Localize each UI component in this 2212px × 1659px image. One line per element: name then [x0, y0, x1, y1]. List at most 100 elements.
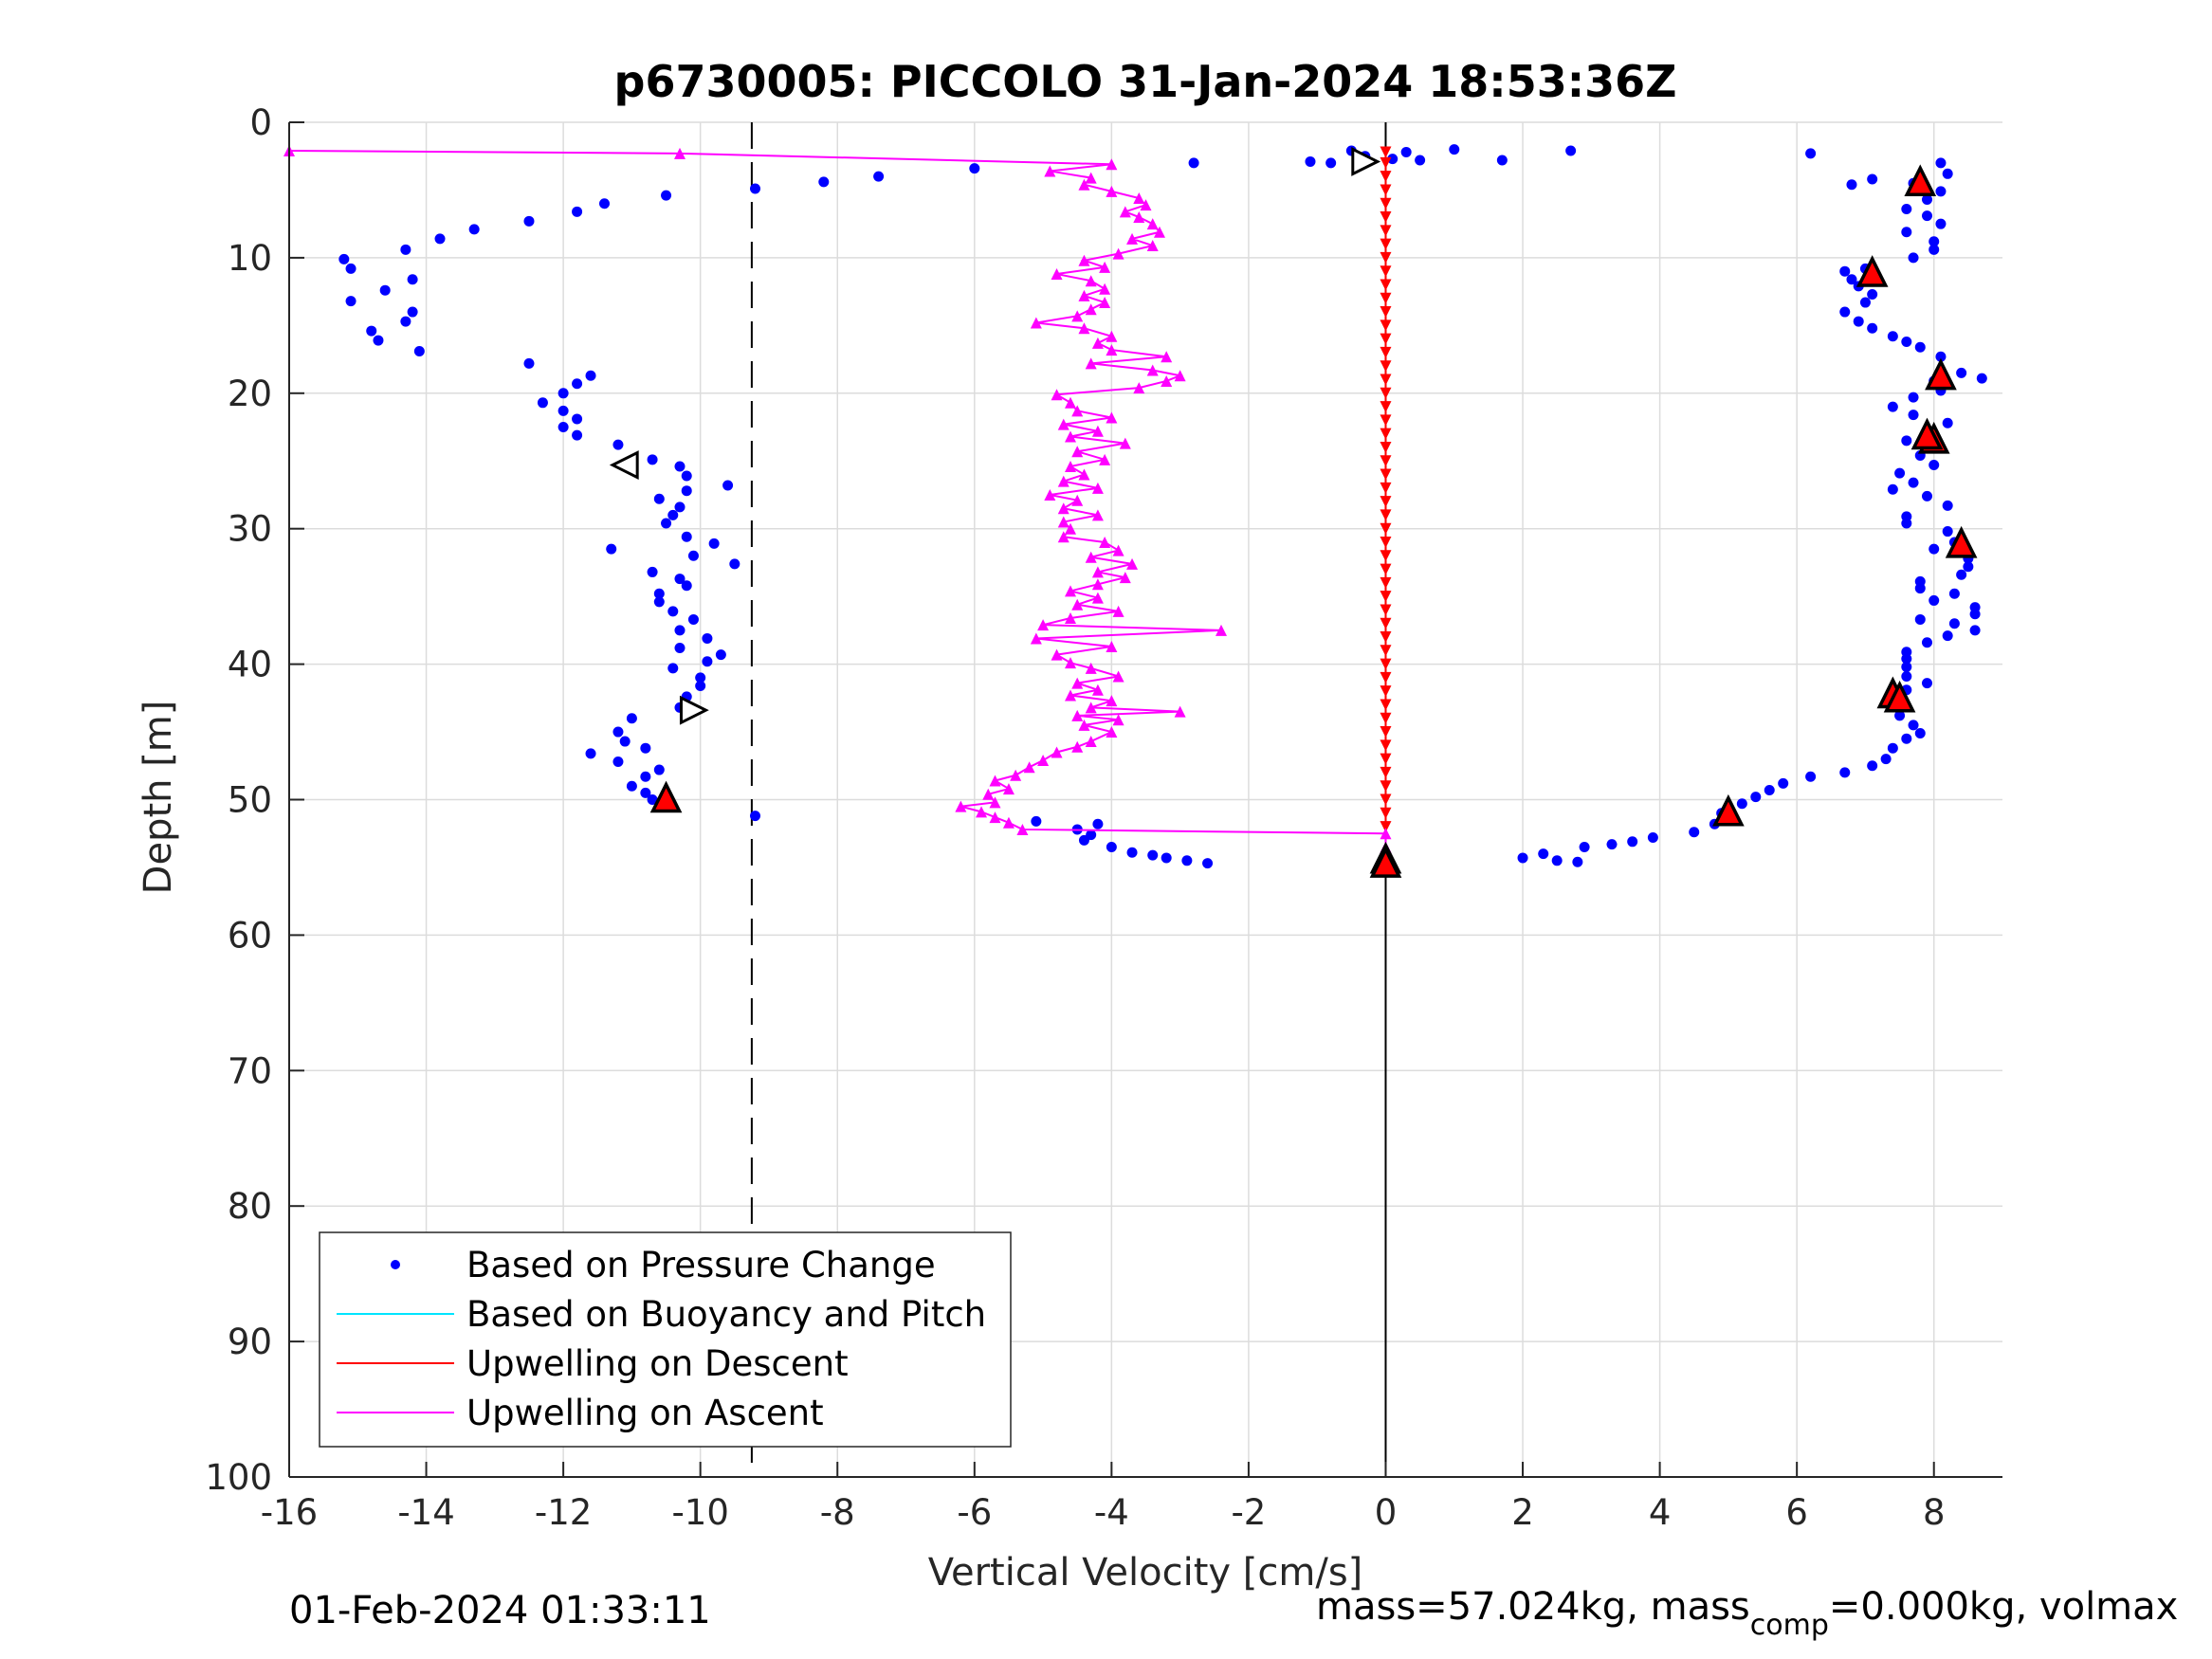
ascent-point — [1091, 684, 1104, 696]
pressure-change-point — [681, 470, 692, 482]
ascent-point — [1146, 218, 1159, 230]
ascent-point — [1085, 662, 1097, 674]
hollow-triangle-marker — [609, 450, 639, 480]
pressure-change-point — [674, 642, 686, 653]
descent-point — [1380, 780, 1392, 793]
descent-point — [1380, 197, 1392, 210]
pressure-change-point — [1736, 798, 1747, 810]
pressure-change-point — [585, 748, 596, 759]
pressure-change-point — [1106, 842, 1117, 853]
pressure-change-point — [1914, 575, 1926, 587]
pressure-change-point — [1976, 373, 1987, 384]
ascent-point — [1133, 382, 1145, 394]
tick-labels: -16 -14 -12 -10 -8 -6 -4 -2 0 2 4 6 8010203040506070… — [205, 102, 1945, 1533]
ascent-point — [1106, 641, 1118, 653]
descent-point — [1380, 699, 1392, 711]
pressure-change-point — [1942, 526, 1953, 538]
filled-triangle-marker — [1910, 417, 1944, 450]
footer-timestamp: 01-Feb-2024 01:33:11 — [289, 1589, 711, 1632]
pressure-change-point — [1908, 392, 1919, 403]
pressure-change-point — [1942, 630, 1953, 642]
pressure-change-point — [1935, 186, 1947, 197]
pressure-change-point — [1846, 179, 1857, 191]
ascent-point — [1064, 689, 1076, 702]
descent-point — [1380, 726, 1392, 738]
ascent-point — [1091, 592, 1104, 604]
filled-triangle-marker — [1883, 680, 1916, 713]
ascent-point — [1146, 364, 1159, 376]
pressure-change-point — [1846, 274, 1857, 285]
pressure-change-point — [558, 422, 569, 433]
ascent-point — [1091, 578, 1104, 591]
pressure-change-point — [366, 325, 377, 337]
descent-point — [1380, 821, 1392, 833]
pressure-change-point — [687, 613, 699, 625]
ascent-point — [1112, 544, 1124, 556]
pressure-change-point — [407, 306, 418, 318]
ascent-point — [1064, 396, 1076, 409]
y-tick-label: 30 — [228, 509, 272, 550]
ascent-point — [1106, 726, 1118, 738]
mass-rest: =0.000kg, volmax — [1828, 1585, 2179, 1629]
pressure-change-point — [558, 388, 569, 399]
pressure-change-point — [674, 461, 686, 472]
pressure-change-point — [647, 566, 658, 577]
pressure-change-point — [640, 771, 651, 782]
ascent-point — [1153, 226, 1165, 238]
pressure-change-point — [715, 649, 726, 661]
pressure-change-point — [1969, 625, 1981, 636]
descent-point — [1380, 739, 1392, 752]
descent-point — [1380, 374, 1392, 386]
ascent-point — [1030, 632, 1042, 645]
pressure-change-point — [558, 405, 569, 416]
pressure-change-point — [667, 663, 679, 674]
ascent-point — [1064, 612, 1076, 625]
x-tick-label: 0 — [1375, 1492, 1398, 1533]
pressure-change-point — [1929, 594, 1940, 606]
pressure-change-point — [1956, 569, 1967, 580]
pressure-change-point — [1908, 252, 1919, 264]
pressure-change-point — [1387, 154, 1398, 165]
pressure-change-point — [640, 742, 651, 754]
ascent-point — [1106, 344, 1118, 356]
descent-point — [1380, 509, 1392, 521]
ascent-point — [1085, 303, 1097, 316]
pressure-change-point — [1921, 210, 1932, 222]
pressure-change-point — [1942, 417, 1953, 428]
ascent-point — [1119, 206, 1131, 218]
ascent-point — [1023, 761, 1035, 774]
pressure-change-point — [1956, 367, 1967, 378]
ascent-point — [1119, 572, 1131, 584]
pressure-change-point — [681, 485, 692, 497]
descent-point — [1380, 522, 1392, 535]
pressure-change-point — [653, 596, 665, 608]
ascent-point — [1091, 425, 1104, 437]
filled-triangle-marker — [1945, 525, 1978, 558]
descent-point — [1380, 414, 1392, 427]
ascent-point — [1064, 585, 1076, 597]
pressure-change-point — [413, 346, 425, 357]
pressure-change-point — [1689, 827, 1700, 838]
ascent-point — [1030, 317, 1042, 329]
pressure-change-point — [1805, 148, 1817, 159]
ascent-point — [1078, 254, 1090, 266]
pressure-change-point — [1935, 218, 1947, 229]
pressure-change-point — [1778, 777, 1789, 789]
ascent-point — [1071, 598, 1084, 611]
ascent-point — [976, 806, 988, 818]
descent-point — [1380, 455, 1392, 467]
pressure-change-point — [612, 756, 624, 767]
pressure-change-point — [1805, 771, 1817, 782]
pressure-change-point — [338, 253, 350, 264]
pressure-change-point — [1750, 792, 1762, 803]
marker-layer — [609, 147, 1978, 878]
filled-triangle-marker — [1712, 793, 1745, 827]
y-tick-label: 10 — [228, 238, 272, 279]
pressure-change-point — [1078, 834, 1089, 846]
ascent-point — [1099, 297, 1111, 309]
descent-point — [1380, 536, 1392, 548]
ascent-point — [1380, 828, 1392, 840]
pressure-change-point — [647, 794, 658, 805]
ascent-point — [1064, 460, 1076, 472]
pressure-change-point — [661, 190, 672, 201]
